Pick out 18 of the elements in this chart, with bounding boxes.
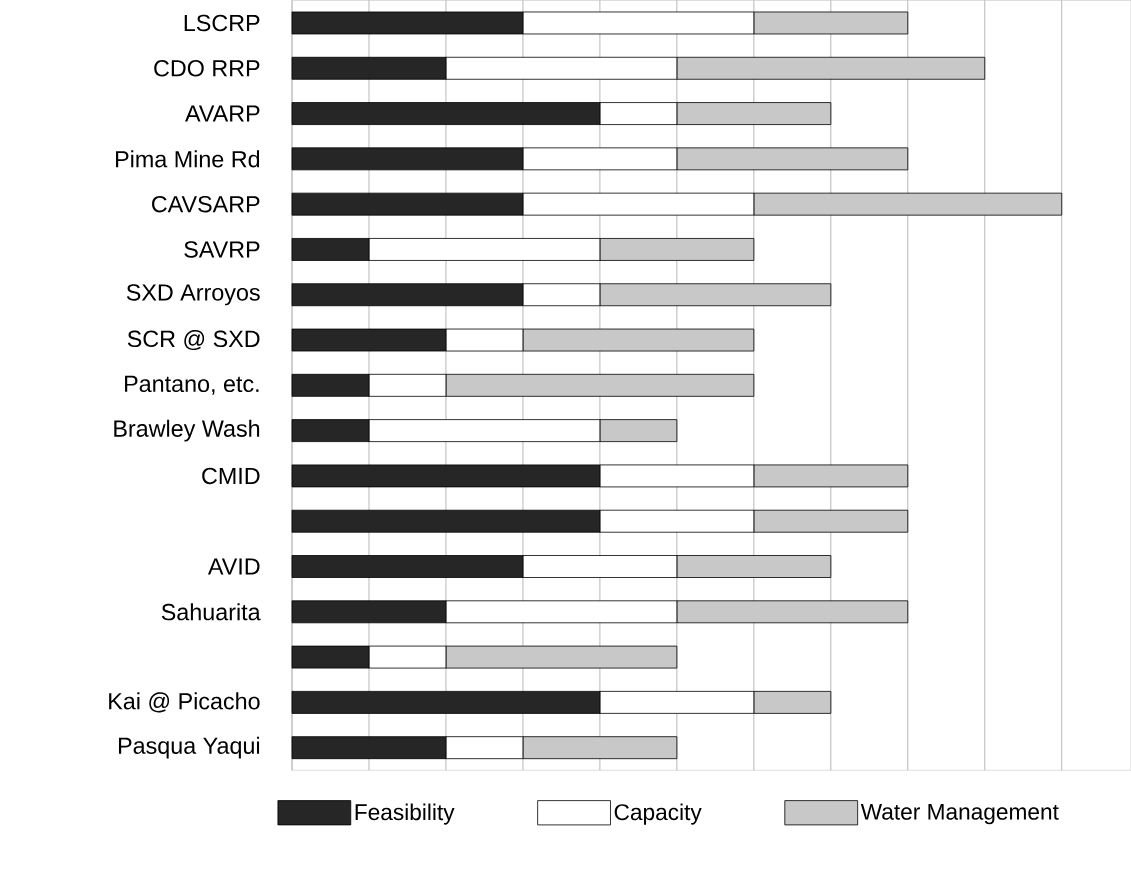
- y-tick-label: Pima Mine Rd: [116, 150, 260, 168]
- y-tick-label: Sahuarita: [161, 603, 261, 621]
- y-tick-label: AVARP: [185, 105, 260, 122]
- y-tick-label: SAVRP: [184, 241, 260, 258]
- legend-label: Water Management: [860, 803, 1059, 825]
- legend-label: Capacity: [614, 803, 702, 825]
- y-tick-label: LSCRP: [184, 14, 260, 32]
- y-tick-label: Brawley Wash: [114, 419, 260, 442]
- y-tick-label: AVID: [207, 558, 260, 575]
- legend-label: Feasibility: [355, 803, 455, 825]
- y-tick-label: CAVSARP: [152, 195, 260, 213]
- y-tick-label: Kai @ Picacho: [109, 692, 260, 713]
- y-tick-label: Pasqua Yaqui: [118, 736, 260, 759]
- y-tick-label: Pantano, etc.: [125, 375, 259, 395]
- y-tick-label: CDO RRP: [154, 60, 260, 77]
- y-tick-label: CMID: [202, 467, 260, 485]
- y-tick-label: SCR @ SXD: [127, 329, 260, 351]
- y-tick-label: SXD Arroyos: [126, 284, 260, 306]
